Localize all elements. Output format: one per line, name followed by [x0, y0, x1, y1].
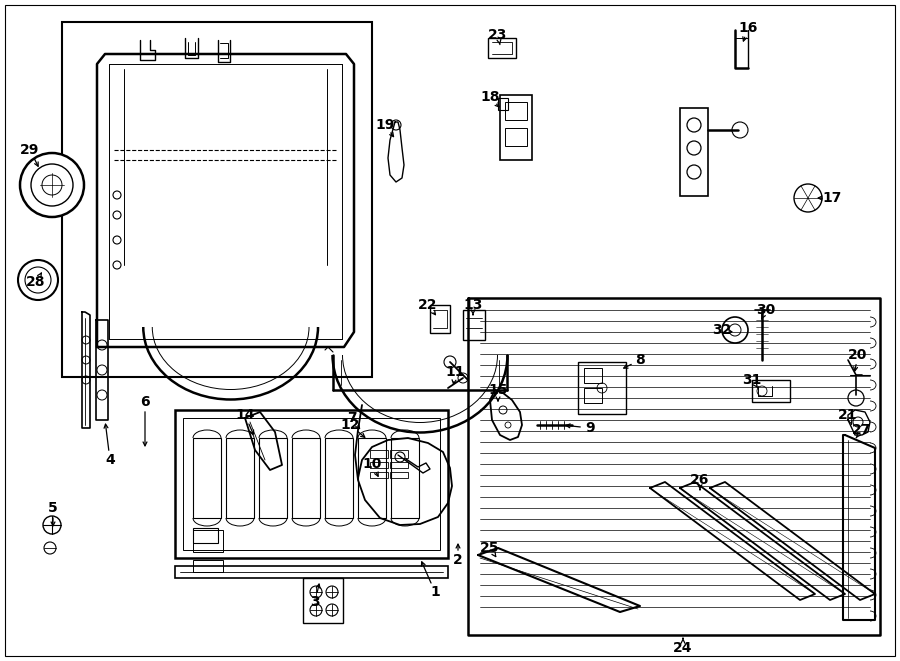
Bar: [370, 472, 388, 478]
Text: 28: 28: [26, 275, 46, 289]
Bar: [193, 528, 218, 543]
Bar: [193, 530, 223, 552]
Bar: [584, 388, 602, 403]
Bar: [578, 362, 626, 414]
Text: 16: 16: [738, 21, 758, 35]
Bar: [390, 462, 408, 468]
Text: 27: 27: [852, 423, 872, 437]
Text: 15: 15: [488, 383, 508, 397]
Text: 23: 23: [489, 28, 508, 42]
Text: 22: 22: [418, 298, 437, 312]
Text: 8: 8: [635, 353, 645, 367]
Bar: [390, 472, 408, 478]
Bar: [175, 566, 448, 578]
Text: 21: 21: [838, 408, 858, 422]
Text: 11: 11: [446, 365, 464, 379]
Bar: [430, 305, 450, 333]
Bar: [325, 438, 353, 518]
Text: 17: 17: [823, 191, 842, 205]
Bar: [370, 462, 388, 468]
Text: 29: 29: [21, 143, 40, 157]
Bar: [175, 410, 448, 558]
Bar: [752, 380, 790, 402]
Text: 3: 3: [310, 595, 320, 609]
Text: 30: 30: [756, 303, 776, 317]
Text: 25: 25: [481, 541, 500, 555]
Bar: [680, 108, 708, 196]
Text: 32: 32: [712, 323, 732, 337]
Text: 31: 31: [742, 373, 761, 387]
Bar: [498, 98, 508, 110]
Text: 4: 4: [105, 453, 115, 467]
Text: 5: 5: [48, 501, 58, 515]
Bar: [391, 438, 419, 518]
Bar: [358, 438, 386, 518]
Bar: [193, 438, 221, 518]
Bar: [62, 22, 372, 377]
Bar: [500, 95, 532, 160]
Text: 6: 6: [140, 395, 149, 409]
Text: 10: 10: [363, 457, 382, 471]
Text: 12: 12: [340, 418, 360, 432]
Bar: [463, 310, 485, 340]
Text: 18: 18: [481, 90, 500, 104]
Text: 1: 1: [430, 585, 440, 599]
Text: 19: 19: [375, 118, 395, 132]
Text: 20: 20: [849, 348, 868, 362]
Text: 9: 9: [585, 421, 595, 435]
Circle shape: [18, 260, 58, 300]
Bar: [584, 368, 602, 383]
Bar: [505, 128, 527, 146]
Bar: [259, 438, 287, 518]
Bar: [193, 560, 223, 572]
Text: 2: 2: [453, 553, 463, 567]
Text: 14: 14: [235, 408, 255, 422]
Bar: [488, 38, 516, 58]
Bar: [183, 418, 440, 550]
Text: 24: 24: [673, 641, 693, 655]
Bar: [370, 450, 388, 458]
Bar: [303, 578, 343, 623]
Text: 7: 7: [347, 411, 356, 425]
Bar: [505, 102, 527, 120]
Bar: [292, 438, 320, 518]
Bar: [226, 438, 254, 518]
Bar: [390, 450, 408, 458]
Text: 13: 13: [464, 298, 482, 312]
Circle shape: [20, 153, 84, 217]
Text: 26: 26: [690, 473, 710, 487]
Circle shape: [794, 184, 822, 212]
